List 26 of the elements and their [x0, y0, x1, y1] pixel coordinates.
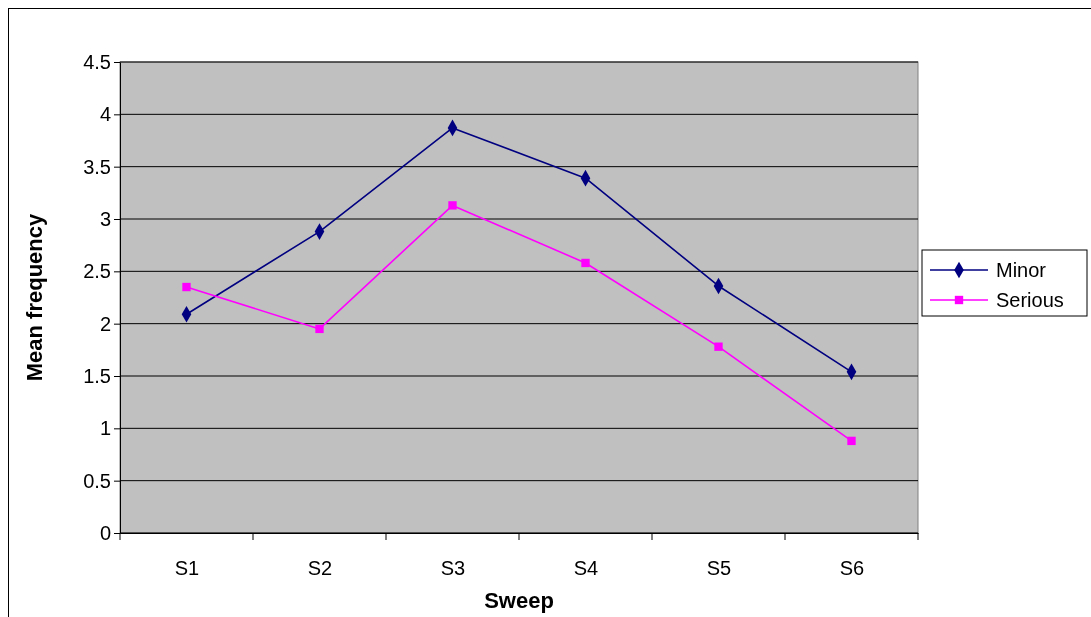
x-tick-label: S3 — [440, 557, 466, 580]
y-axis-title: Mean frequency — [22, 212, 47, 382]
y-tick-label: 3 — [99, 207, 111, 230]
point — [182, 282, 191, 292]
y-tick-label: 1.5 — [83, 364, 111, 387]
y-tick-label: 4.5 — [83, 50, 111, 73]
y-tick-label: 0.5 — [83, 469, 111, 492]
x-tick-label: S2 — [307, 557, 333, 580]
point — [315, 324, 324, 334]
y-tick-label: 2.5 — [83, 260, 111, 283]
x-tick-label: S1 — [174, 557, 200, 580]
legend-label: Minor — [996, 259, 1047, 281]
y-tick-label: 3.5 — [83, 155, 111, 178]
point — [448, 201, 457, 210]
x-axis-title: Sweep — [484, 588, 554, 613]
y-tick-label: 2 — [99, 312, 111, 335]
y-tick-label: 0 — [99, 521, 111, 544]
y-tick-label: 4 — [99, 103, 111, 126]
x-tick-label: S6 — [839, 557, 865, 580]
y-tick-label: 1 — [99, 417, 111, 440]
x-tick-label: S4 — [573, 557, 599, 580]
point — [847, 436, 856, 446]
point — [581, 258, 590, 268]
x-tick-label: S5 — [706, 557, 732, 580]
point — [714, 342, 723, 351]
legend-label: Serious — [996, 289, 1064, 311]
